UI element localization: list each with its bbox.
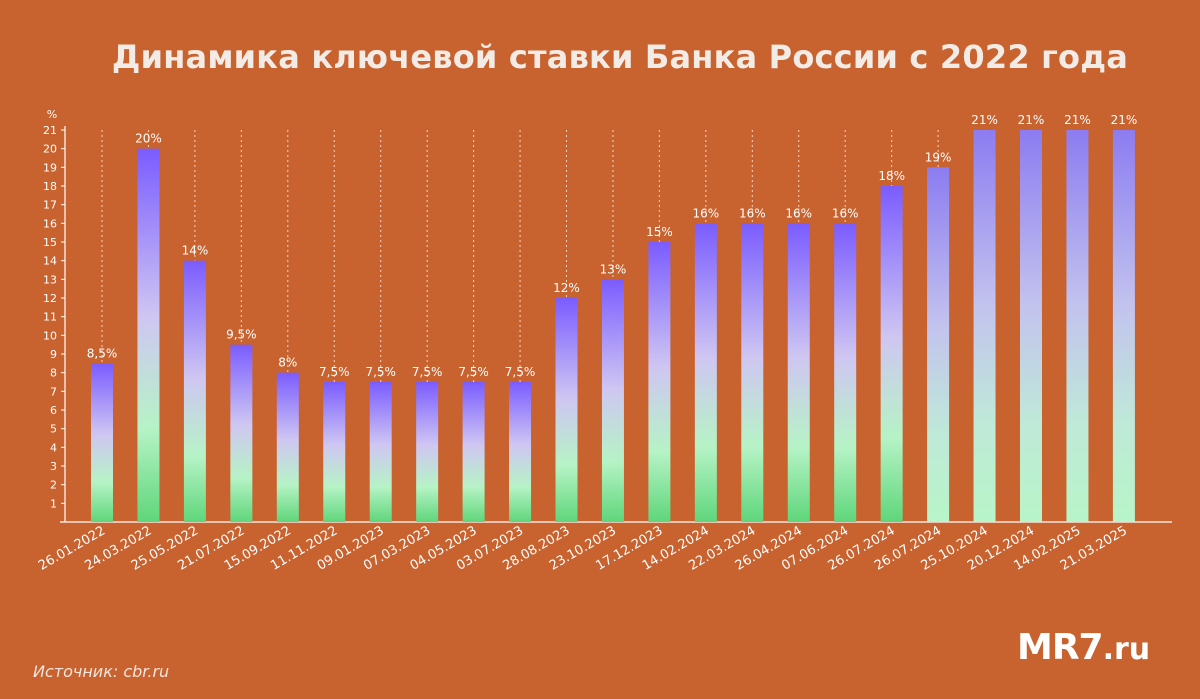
data-label: 7,5%	[458, 365, 489, 379]
data-label: 7,5%	[412, 365, 443, 379]
bar	[834, 223, 857, 523]
bar	[509, 382, 532, 522]
bar	[787, 223, 810, 523]
y-tick-label: 6	[50, 404, 57, 417]
data-label: 19%	[925, 150, 952, 164]
bar	[880, 186, 903, 522]
y-tick-label: 10	[43, 329, 57, 342]
y-tick-label: 3	[50, 460, 57, 473]
data-label: 7,5%	[505, 365, 536, 379]
bar	[694, 223, 717, 523]
y-tick-label: 12	[43, 292, 57, 305]
bars-group: 8,5% 20% 14% 9,5% 8% 7,5% 7,5% 7,5% 7,5% 7,5% 12% 1…	[87, 113, 1138, 523]
data-label: 21%	[1018, 113, 1045, 127]
data-label: 7,5%	[365, 365, 396, 379]
y-tick-label: 5	[50, 423, 57, 436]
data-label: 16%	[739, 206, 766, 220]
bar	[276, 372, 299, 522]
data-label: 16%	[693, 206, 720, 220]
data-label: 20%	[135, 132, 162, 146]
bar	[230, 344, 253, 522]
y-tick-label: 20	[43, 143, 57, 156]
bar	[927, 167, 950, 523]
bar	[973, 130, 996, 522]
data-label: 13%	[600, 262, 627, 276]
y-tick-label: 14	[43, 255, 57, 268]
y-tick-label: 13	[43, 273, 57, 286]
y-tick-label: 15	[43, 236, 57, 249]
y-tick-label: 17	[43, 199, 57, 212]
bar	[183, 260, 206, 522]
data-label: 15%	[646, 225, 673, 239]
y-tick-label: 19	[43, 161, 57, 174]
bar	[741, 223, 764, 523]
logo-suffix: .ru	[1102, 632, 1151, 667]
bar	[1112, 130, 1135, 522]
data-label: 14%	[182, 244, 209, 258]
data-label: 8%	[278, 356, 297, 370]
y-tick-label: 7	[50, 385, 57, 398]
data-label: 21%	[1111, 113, 1138, 127]
y-tick-label: 16	[43, 217, 57, 230]
x-axis: 26.01.202224.03.202225.05.202221.07.2022…	[36, 523, 1130, 573]
data-label: 8,5%	[87, 346, 118, 360]
bar	[1066, 130, 1089, 522]
data-label: 7,5%	[319, 365, 350, 379]
data-label: 12%	[553, 281, 580, 295]
logo-main: MR7	[1017, 627, 1104, 668]
bar	[462, 382, 485, 522]
y-axis-label: %	[47, 108, 57, 121]
y-tick-label: 21	[43, 124, 57, 137]
data-label: 21%	[971, 113, 998, 127]
bar	[416, 382, 439, 522]
y-tick-label: 9	[50, 348, 57, 361]
bar	[648, 242, 671, 522]
bar	[91, 363, 113, 522]
y-tick-label: 2	[50, 479, 57, 492]
bar	[137, 148, 160, 522]
data-label: 18%	[878, 169, 905, 183]
data-label: 16%	[785, 206, 812, 220]
y-tick-label: 8	[50, 367, 57, 380]
bar	[369, 382, 392, 522]
y-tick-label: 11	[43, 311, 57, 324]
logo: MR7.ru	[1017, 627, 1150, 668]
source-note: Источник: cbr.ru	[33, 662, 170, 681]
data-label: 21%	[1064, 113, 1091, 127]
y-tick-label: 18	[43, 180, 57, 193]
y-tick-label: 1	[50, 497, 57, 510]
bar	[1020, 130, 1042, 522]
bar	[323, 382, 346, 522]
bar	[601, 279, 624, 522]
y-tick-label: 4	[50, 441, 57, 454]
bar	[555, 298, 578, 522]
chart-title: Динамика ключевой ставки Банка России с …	[111, 38, 1129, 76]
data-label: 9,5%	[226, 328, 257, 342]
data-label: 16%	[832, 206, 859, 220]
